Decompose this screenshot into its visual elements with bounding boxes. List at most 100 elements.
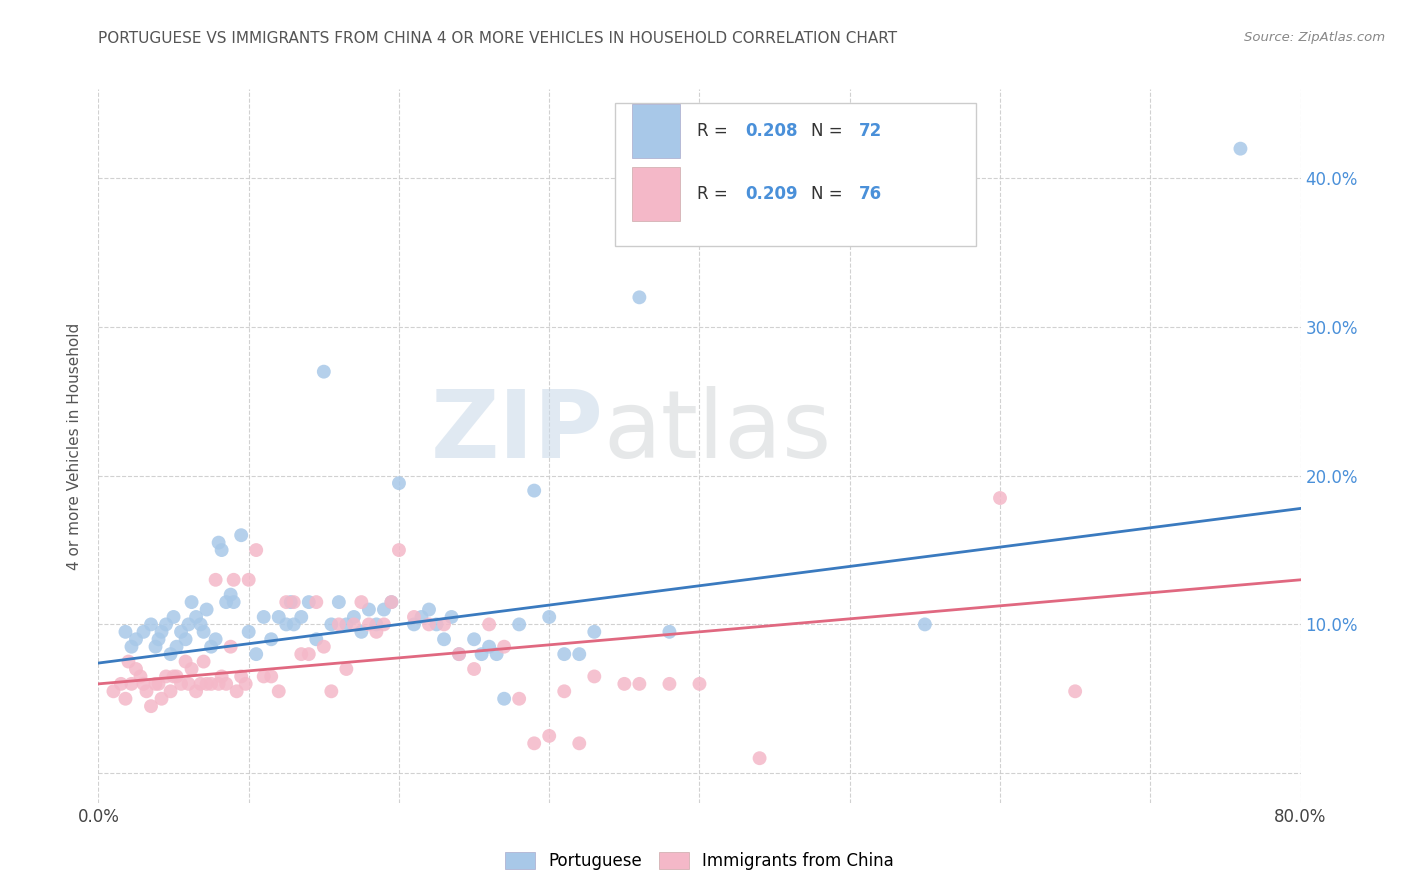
- Point: [366, 624, 388, 639]
- Point: [494, 640, 516, 654]
- Point: [658, 677, 681, 691]
- Point: [478, 617, 501, 632]
- Point: [174, 632, 197, 647]
- Point: [463, 662, 485, 676]
- Point: [343, 610, 366, 624]
- Point: [380, 595, 402, 609]
- Point: [447, 647, 470, 661]
- Point: [298, 647, 321, 661]
- Point: [155, 617, 177, 632]
- Point: [411, 610, 433, 624]
- FancyBboxPatch shape: [616, 103, 976, 246]
- Point: [425, 617, 447, 632]
- Point: [305, 632, 328, 647]
- Point: [195, 677, 218, 691]
- Point: [553, 684, 575, 698]
- Point: [110, 677, 132, 691]
- Point: [145, 677, 167, 691]
- Point: [402, 617, 425, 632]
- Point: [260, 669, 283, 683]
- Point: [180, 595, 202, 609]
- Point: [231, 528, 253, 542]
- Point: [219, 588, 242, 602]
- Point: [568, 736, 591, 750]
- Point: [148, 677, 170, 691]
- Point: [129, 669, 152, 683]
- Point: [658, 624, 681, 639]
- Text: Source: ZipAtlas.com: Source: ZipAtlas.com: [1244, 31, 1385, 45]
- Point: [283, 617, 305, 632]
- Point: [208, 677, 231, 691]
- Point: [628, 677, 651, 691]
- Point: [180, 662, 202, 676]
- Point: [204, 573, 226, 587]
- Point: [471, 647, 494, 661]
- Point: [238, 573, 260, 587]
- Point: [321, 617, 343, 632]
- Point: [312, 365, 335, 379]
- Text: 0.209: 0.209: [745, 185, 797, 202]
- Point: [298, 595, 321, 609]
- Point: [613, 677, 636, 691]
- Point: [245, 543, 267, 558]
- Point: [238, 624, 260, 639]
- Point: [373, 617, 395, 632]
- Point: [290, 610, 312, 624]
- Point: [190, 677, 212, 691]
- Point: [215, 595, 238, 609]
- Point: [132, 677, 155, 691]
- Text: 72: 72: [859, 122, 883, 140]
- Text: R =: R =: [697, 122, 733, 140]
- Point: [150, 691, 173, 706]
- Point: [418, 602, 440, 616]
- Point: [174, 655, 197, 669]
- Point: [170, 677, 193, 691]
- Point: [135, 684, 157, 698]
- Point: [253, 610, 276, 624]
- Point: [150, 624, 173, 639]
- Text: N =: N =: [811, 122, 848, 140]
- Point: [350, 595, 373, 609]
- Point: [125, 632, 148, 647]
- Point: [914, 617, 936, 632]
- Point: [155, 669, 177, 683]
- Point: [508, 691, 530, 706]
- Point: [380, 595, 402, 609]
- Point: [350, 624, 373, 639]
- Point: [193, 655, 215, 669]
- Point: [125, 662, 148, 676]
- Point: [328, 595, 350, 609]
- Point: [139, 699, 162, 714]
- Point: [418, 617, 440, 632]
- Point: [177, 617, 200, 632]
- Point: [388, 543, 411, 558]
- Point: [335, 662, 357, 676]
- Point: [184, 684, 207, 698]
- Point: [132, 624, 155, 639]
- Point: [190, 617, 212, 632]
- Point: [283, 595, 305, 609]
- Point: [166, 640, 188, 654]
- Point: [159, 647, 181, 661]
- Point: [553, 647, 575, 661]
- Point: [433, 617, 456, 632]
- Point: [267, 610, 290, 624]
- Point: [373, 602, 395, 616]
- Point: [245, 647, 267, 661]
- Point: [260, 632, 283, 647]
- Point: [538, 610, 561, 624]
- Point: [276, 617, 298, 632]
- Point: [335, 617, 357, 632]
- Point: [211, 669, 233, 683]
- Point: [145, 640, 167, 654]
- Point: [508, 617, 530, 632]
- Point: [280, 595, 302, 609]
- Point: [148, 632, 170, 647]
- Point: [177, 677, 200, 691]
- Point: [235, 677, 257, 691]
- Point: [463, 632, 485, 647]
- Point: [343, 617, 366, 632]
- Point: [523, 736, 546, 750]
- Point: [568, 647, 591, 661]
- Point: [103, 684, 125, 698]
